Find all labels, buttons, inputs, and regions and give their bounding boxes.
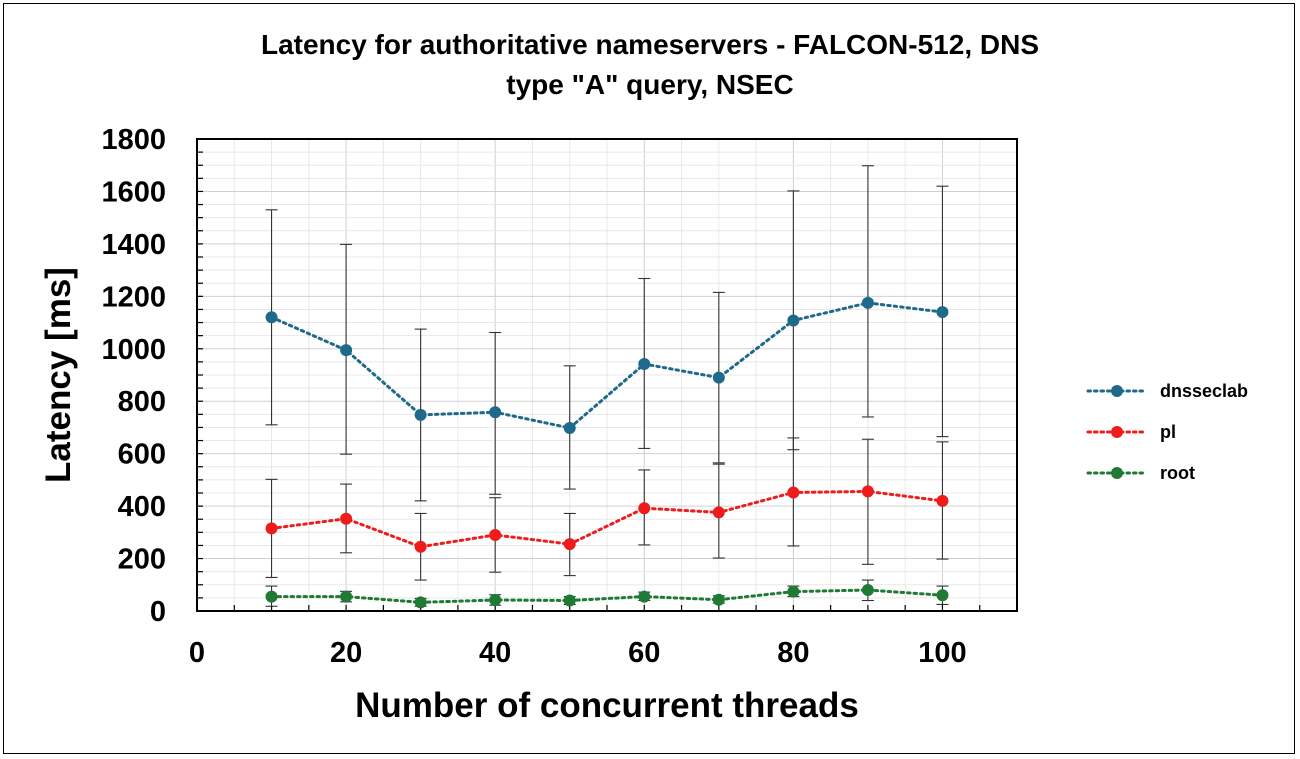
data-point bbox=[265, 590, 278, 603]
data-point bbox=[787, 585, 800, 598]
data-point bbox=[861, 584, 874, 597]
y-tick-label: 1800 bbox=[101, 124, 166, 156]
data-point bbox=[265, 311, 278, 324]
data-point bbox=[936, 494, 949, 507]
data-point bbox=[861, 485, 874, 498]
data-point bbox=[712, 593, 725, 606]
data-point bbox=[340, 344, 353, 357]
data-point bbox=[489, 593, 502, 606]
y-tick-label: 1400 bbox=[101, 229, 166, 261]
y-tick-label: 600 bbox=[118, 439, 166, 471]
legend-item-dnsseclab: dnsseclab bbox=[1086, 381, 1248, 401]
legend-item-pl: pl bbox=[1086, 422, 1176, 442]
y-tick-label: 200 bbox=[118, 544, 166, 576]
y-tick-label: 1200 bbox=[101, 281, 166, 313]
data-point bbox=[712, 506, 725, 519]
x-tick-label: 100 bbox=[918, 637, 966, 669]
y-tick-label: 0 bbox=[150, 596, 166, 628]
data-point bbox=[936, 306, 949, 319]
series-layer bbox=[265, 165, 949, 609]
data-point bbox=[712, 371, 725, 384]
chart-title-line-2: type "A" query, NSEC bbox=[506, 69, 793, 100]
data-point bbox=[563, 421, 576, 434]
data-point bbox=[414, 596, 427, 609]
data-point bbox=[414, 408, 427, 421]
series-root bbox=[265, 579, 949, 609]
y-tick-label: 800 bbox=[118, 386, 166, 418]
x-tick-label: 20 bbox=[330, 637, 362, 669]
data-point bbox=[489, 406, 502, 419]
y-tick-label: 400 bbox=[118, 491, 166, 523]
data-point bbox=[563, 538, 576, 551]
y-tick-label: 1600 bbox=[101, 176, 166, 208]
x-axis-title: Number of concurrent threads bbox=[355, 686, 859, 725]
data-point bbox=[787, 314, 800, 327]
legend-item-root: root bbox=[1086, 463, 1195, 483]
series-line bbox=[270, 588, 944, 604]
legend-label: root bbox=[1160, 463, 1195, 483]
legend-swatch-marker bbox=[1111, 426, 1123, 438]
data-point bbox=[638, 357, 651, 370]
legend: dnsseclab pl root bbox=[1086, 381, 1248, 483]
series-dnsseclab bbox=[265, 165, 949, 502]
data-point bbox=[489, 528, 502, 541]
grid bbox=[197, 139, 1017, 611]
y-tick-label: 1000 bbox=[101, 334, 166, 366]
data-point bbox=[936, 589, 949, 602]
series-line bbox=[270, 489, 944, 549]
x-tick-label: 60 bbox=[628, 637, 660, 669]
axis-ticks: 0 20 40 60 80 1000200400600800100012001400160… bbox=[101, 124, 981, 669]
legend-swatch-marker bbox=[1111, 467, 1123, 479]
x-tick-label: 0 bbox=[189, 637, 205, 669]
series-pl bbox=[265, 437, 949, 581]
data-point bbox=[563, 594, 576, 607]
legend-label: dnsseclab bbox=[1160, 381, 1248, 401]
data-point bbox=[265, 522, 278, 535]
data-point bbox=[414, 540, 427, 553]
data-point bbox=[340, 512, 353, 525]
data-point bbox=[638, 590, 651, 603]
chart-frame bbox=[3, 3, 1295, 754]
x-tick-label: 40 bbox=[479, 637, 511, 669]
data-point bbox=[340, 590, 353, 603]
y-axis-title: Latency [ms] bbox=[39, 267, 78, 483]
series-line bbox=[270, 301, 944, 430]
chart-title-line-1: Latency for authoritative nameservers - … bbox=[261, 29, 1039, 60]
legend-label: pl bbox=[1160, 422, 1176, 442]
x-tick-label: 80 bbox=[777, 637, 809, 669]
legend-swatch-marker bbox=[1111, 385, 1123, 397]
data-point bbox=[638, 502, 651, 515]
data-point bbox=[861, 296, 874, 309]
data-point bbox=[787, 486, 800, 499]
